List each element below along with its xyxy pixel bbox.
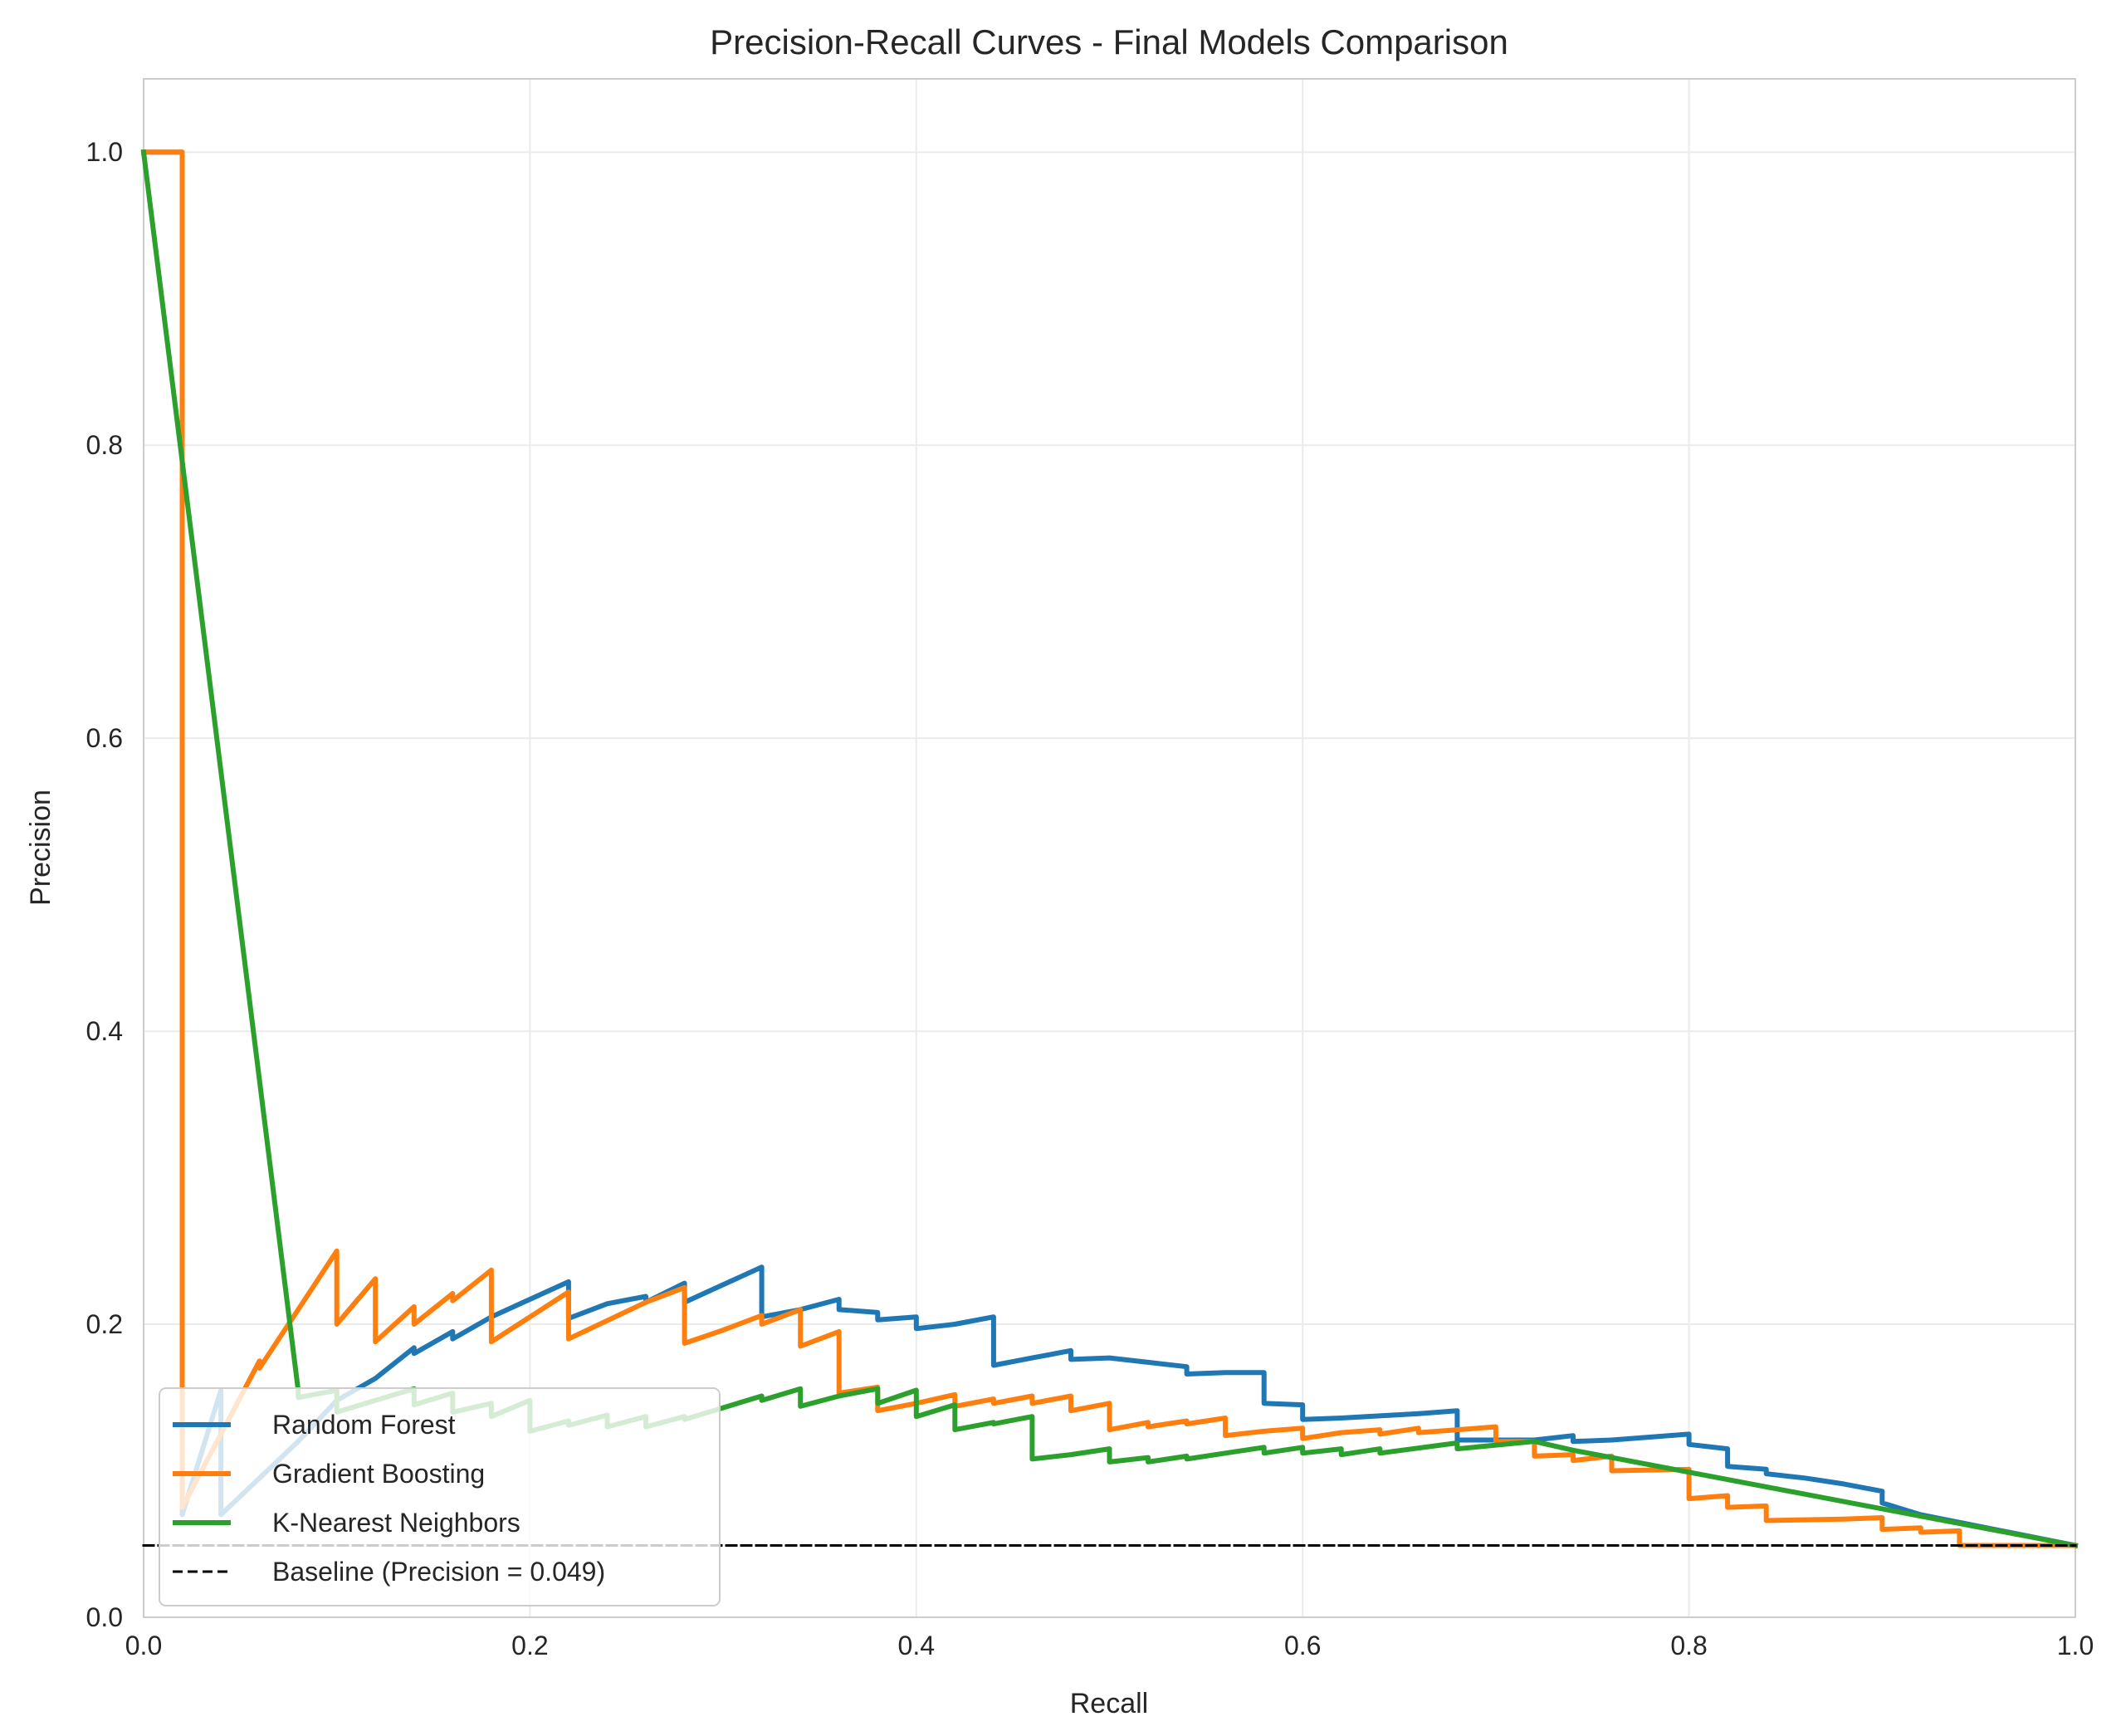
x-tick-label: 0.2 xyxy=(511,1631,548,1660)
tick-labels: 0.0 0.2 0.4 0.6 0.8 1.0 0.0 0.2 0.4 0.6 0.8 1.0 xyxy=(86,137,2094,1660)
legend-box xyxy=(159,1387,721,1606)
legend-label: Random Forest xyxy=(272,1410,456,1440)
x-tick-label: 1.0 xyxy=(2057,1631,2094,1660)
legend: Random Forest Gradient Boosting K-Nearest … xyxy=(159,1387,721,1606)
series-line-random-forest xyxy=(141,149,2079,1549)
y-tick-label: 1.0 xyxy=(86,137,123,167)
legend-items: Random Forest Gradient Boosting K-Nearest … xyxy=(173,1410,605,1587)
x-axis-label: Recall xyxy=(1070,1688,1148,1719)
x-tick-label: 0.6 xyxy=(1284,1631,1321,1660)
x-tick-label: 0.4 xyxy=(898,1631,935,1660)
y-tick-label: 0.0 xyxy=(86,1602,123,1632)
legend-label: K-Nearest Neighbors xyxy=(272,1508,520,1538)
legend-label: Baseline (Precision = 0.049) xyxy=(272,1557,605,1587)
plot-frame xyxy=(143,78,2076,1618)
y-tick-label: 0.8 xyxy=(86,430,123,460)
y-tick-label: 0.6 xyxy=(86,723,123,753)
y-axis-label: Precision xyxy=(25,790,56,906)
x-tick-label: 0.8 xyxy=(1670,1631,1707,1660)
legend-label: Gradient Boosting xyxy=(272,1459,485,1489)
y-tick-label: 0.4 xyxy=(86,1016,123,1046)
grid xyxy=(143,79,2076,1618)
x-tick-label: 0.0 xyxy=(125,1631,162,1660)
y-tick-label: 0.2 xyxy=(86,1309,123,1339)
chart-title: Precision-Recall Curves - Final Models C… xyxy=(710,22,1508,61)
